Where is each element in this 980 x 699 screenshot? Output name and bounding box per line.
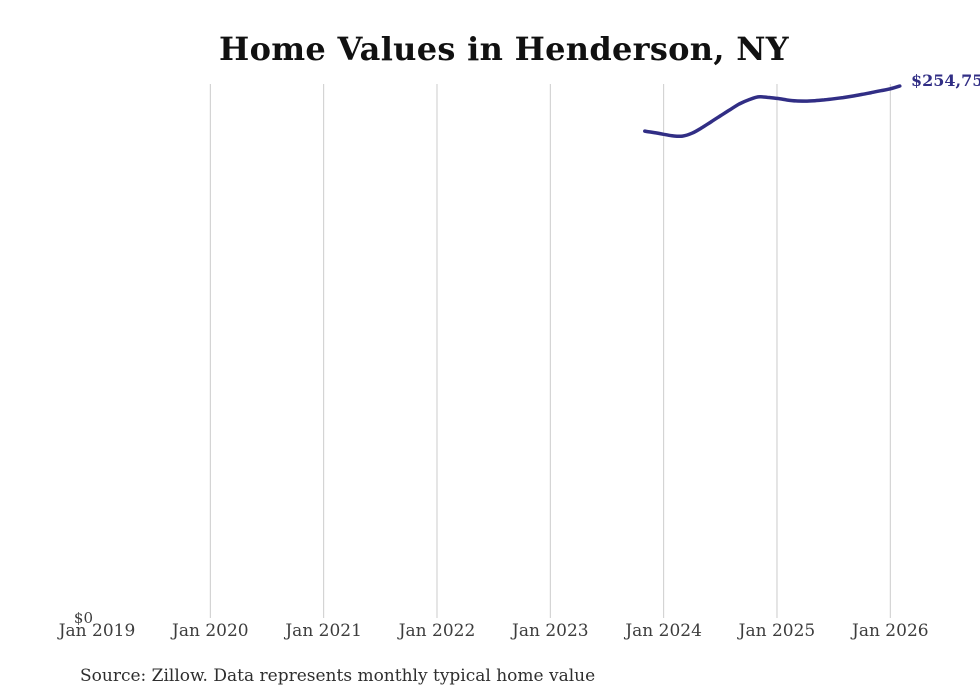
x-tick-label: Jan 2025 [738,621,816,641]
y-axis-zero-label: $0 [73,609,93,627]
x-tick-label: Jan 2023 [512,621,589,641]
x-tick-label: Jan 2019 [58,621,136,641]
x-tick-label: Jan 2026 [852,621,929,641]
chart-title: Home Values in Henderson, NY [219,30,789,68]
source-note: Source: Zillow. Data represents monthly … [80,666,596,686]
x-tick-label: Jan 2024 [625,621,702,641]
x-tick-label: Jan 2020 [172,621,249,641]
gridlines-group [209,84,891,618]
home-value-line [643,84,902,139]
x-tick-label: Jan 2021 [285,621,362,641]
x-tick-label: Jan 2022 [398,621,476,641]
latest-value-label: $254,750 [911,71,980,90]
